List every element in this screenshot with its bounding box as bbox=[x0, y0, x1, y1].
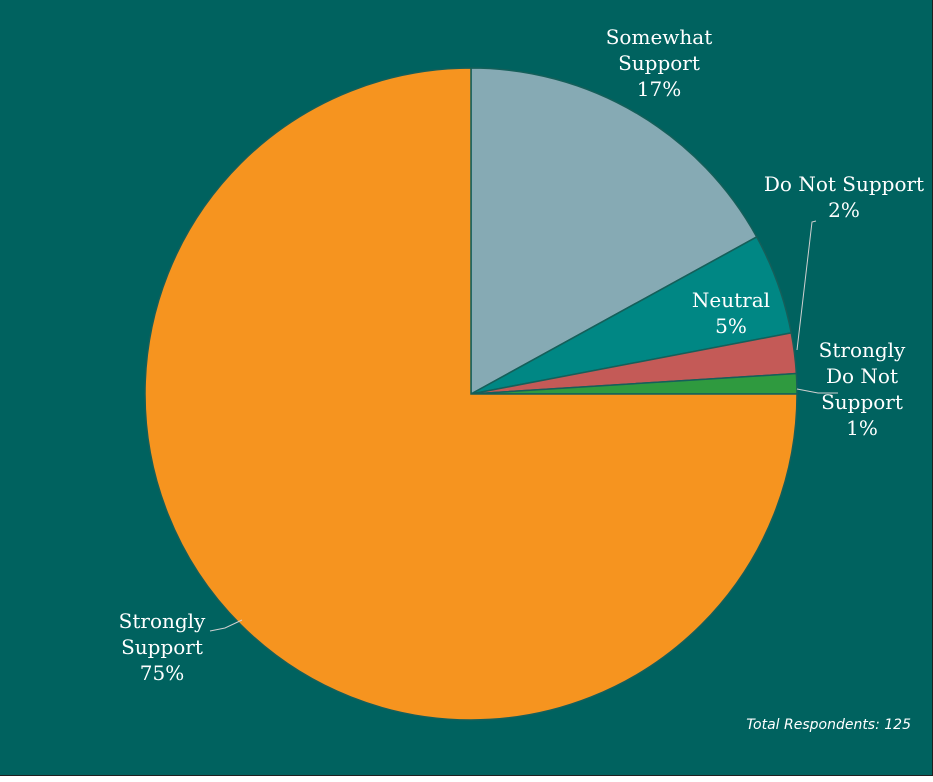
leader-lines bbox=[209, 220, 838, 632]
leader-line-strongly-do-not-support bbox=[796, 388, 838, 394]
label-line: Support bbox=[121, 635, 203, 659]
leader-line-strongly-support bbox=[209, 619, 243, 632]
label-line: Do Not Support bbox=[764, 172, 924, 196]
slice-somewhat-support bbox=[470, 67, 758, 396]
label-percent: 1% bbox=[846, 416, 878, 440]
label-percent: 5% bbox=[715, 314, 747, 338]
slice-strongly-support bbox=[144, 67, 798, 721]
label-line: Do Not bbox=[826, 364, 898, 388]
label-percent: 17% bbox=[637, 77, 681, 101]
label-percent: 75% bbox=[140, 661, 184, 685]
label-neutral: Neutral 5% bbox=[692, 288, 770, 338]
label-line: Neutral bbox=[692, 288, 770, 312]
label-line: Strongly bbox=[119, 609, 206, 633]
total-respondents-note: Total Respondents: 125 bbox=[746, 717, 911, 733]
label-do-not-support: Do Not Support 2% bbox=[764, 172, 924, 222]
label-line: Strongly bbox=[819, 338, 906, 362]
label-strongly-support: Strongly Support 75% bbox=[119, 609, 206, 685]
pie-slices bbox=[144, 67, 798, 721]
label-line: Somewhat bbox=[606, 25, 713, 49]
label-line: Support bbox=[821, 390, 903, 414]
label-strongly-do-not-support: Strongly Do Not Support 1% bbox=[819, 338, 906, 440]
label-line: Support bbox=[618, 51, 700, 75]
label-percent: 2% bbox=[828, 198, 860, 222]
slice-labels: Somewhat Support 17%Neutral 5%Do Not Suppor… bbox=[119, 25, 924, 685]
label-somewhat-support: Somewhat Support 17% bbox=[606, 25, 713, 101]
leader-line-do-not-support bbox=[796, 220, 817, 351]
